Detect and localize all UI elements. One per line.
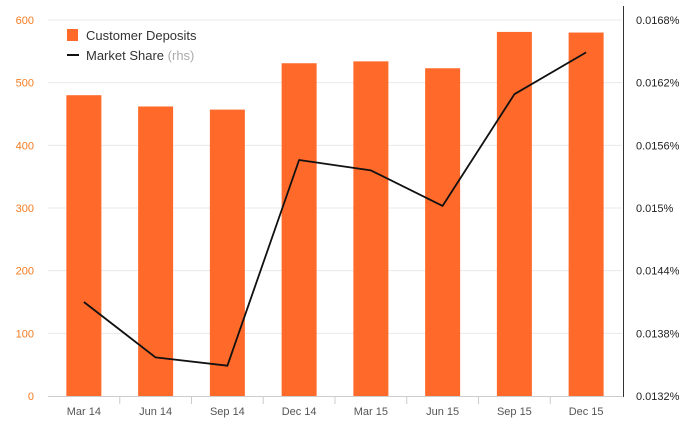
bar <box>209 109 245 396</box>
bar <box>281 63 317 397</box>
y-right-tick-label: 0.015% <box>636 203 674 215</box>
y-right-tick-label: 0.0132% <box>636 391 680 403</box>
y-left-tick-label: 300 <box>16 203 34 215</box>
x-tick-label: Mar 15 <box>354 406 388 418</box>
y-left-tick-label: 0 <box>28 391 34 403</box>
bar-series-customer-deposits <box>66 31 604 397</box>
legend-label-market-share-name: Market Share <box>86 48 164 63</box>
axes: 0 100 200 300 400 500 600 0.0132% 0.0138% 0.0144%… <box>16 6 680 418</box>
y-left-tick-label: 600 <box>16 15 34 27</box>
y-right-tick-label: 0.0144% <box>636 266 680 278</box>
x-tick-label: Dec 14 <box>282 406 317 418</box>
y-right-tick-label: 0.0162% <box>636 78 680 90</box>
x-tick-label: Mar 14 <box>67 406 101 418</box>
line-series-market-share <box>83 51 587 367</box>
x-tick-label: Jun 15 <box>426 406 459 418</box>
gridlines <box>48 19 622 334</box>
bar <box>353 61 389 397</box>
x-tick-label: Sep 14 <box>210 406 245 418</box>
bar <box>138 106 174 396</box>
bar <box>66 95 102 396</box>
bar <box>496 31 532 396</box>
y-right-tick-label: 0.0168% <box>636 15 680 27</box>
y-right-tick-label: 0.0138% <box>636 328 680 340</box>
bar <box>425 68 461 397</box>
line-path-market-share <box>83 51 587 367</box>
legend-swatch-customer-deposits <box>67 29 78 41</box>
x-tick-label: Jun 14 <box>139 406 172 418</box>
y-left-tick-label: 500 <box>16 78 34 90</box>
y-left-tick-label: 400 <box>16 140 34 152</box>
y-left-tick-label: 100 <box>16 328 34 340</box>
x-tick-label: Dec 15 <box>569 406 604 418</box>
legend-label-customer-deposits: Customer Deposits <box>86 28 197 43</box>
y-right-tick-label: 0.0156% <box>636 140 680 152</box>
x-tick-label: Sep 15 <box>497 406 532 418</box>
legend: Customer Deposits Market Share (rhs) <box>67 28 197 63</box>
legend-label-market-share-suffix: (rhs) <box>168 48 195 63</box>
bar <box>568 32 604 397</box>
legend-label-market-share: Market Share (rhs) <box>86 48 194 63</box>
y-left-tick-label: 200 <box>16 266 34 278</box>
